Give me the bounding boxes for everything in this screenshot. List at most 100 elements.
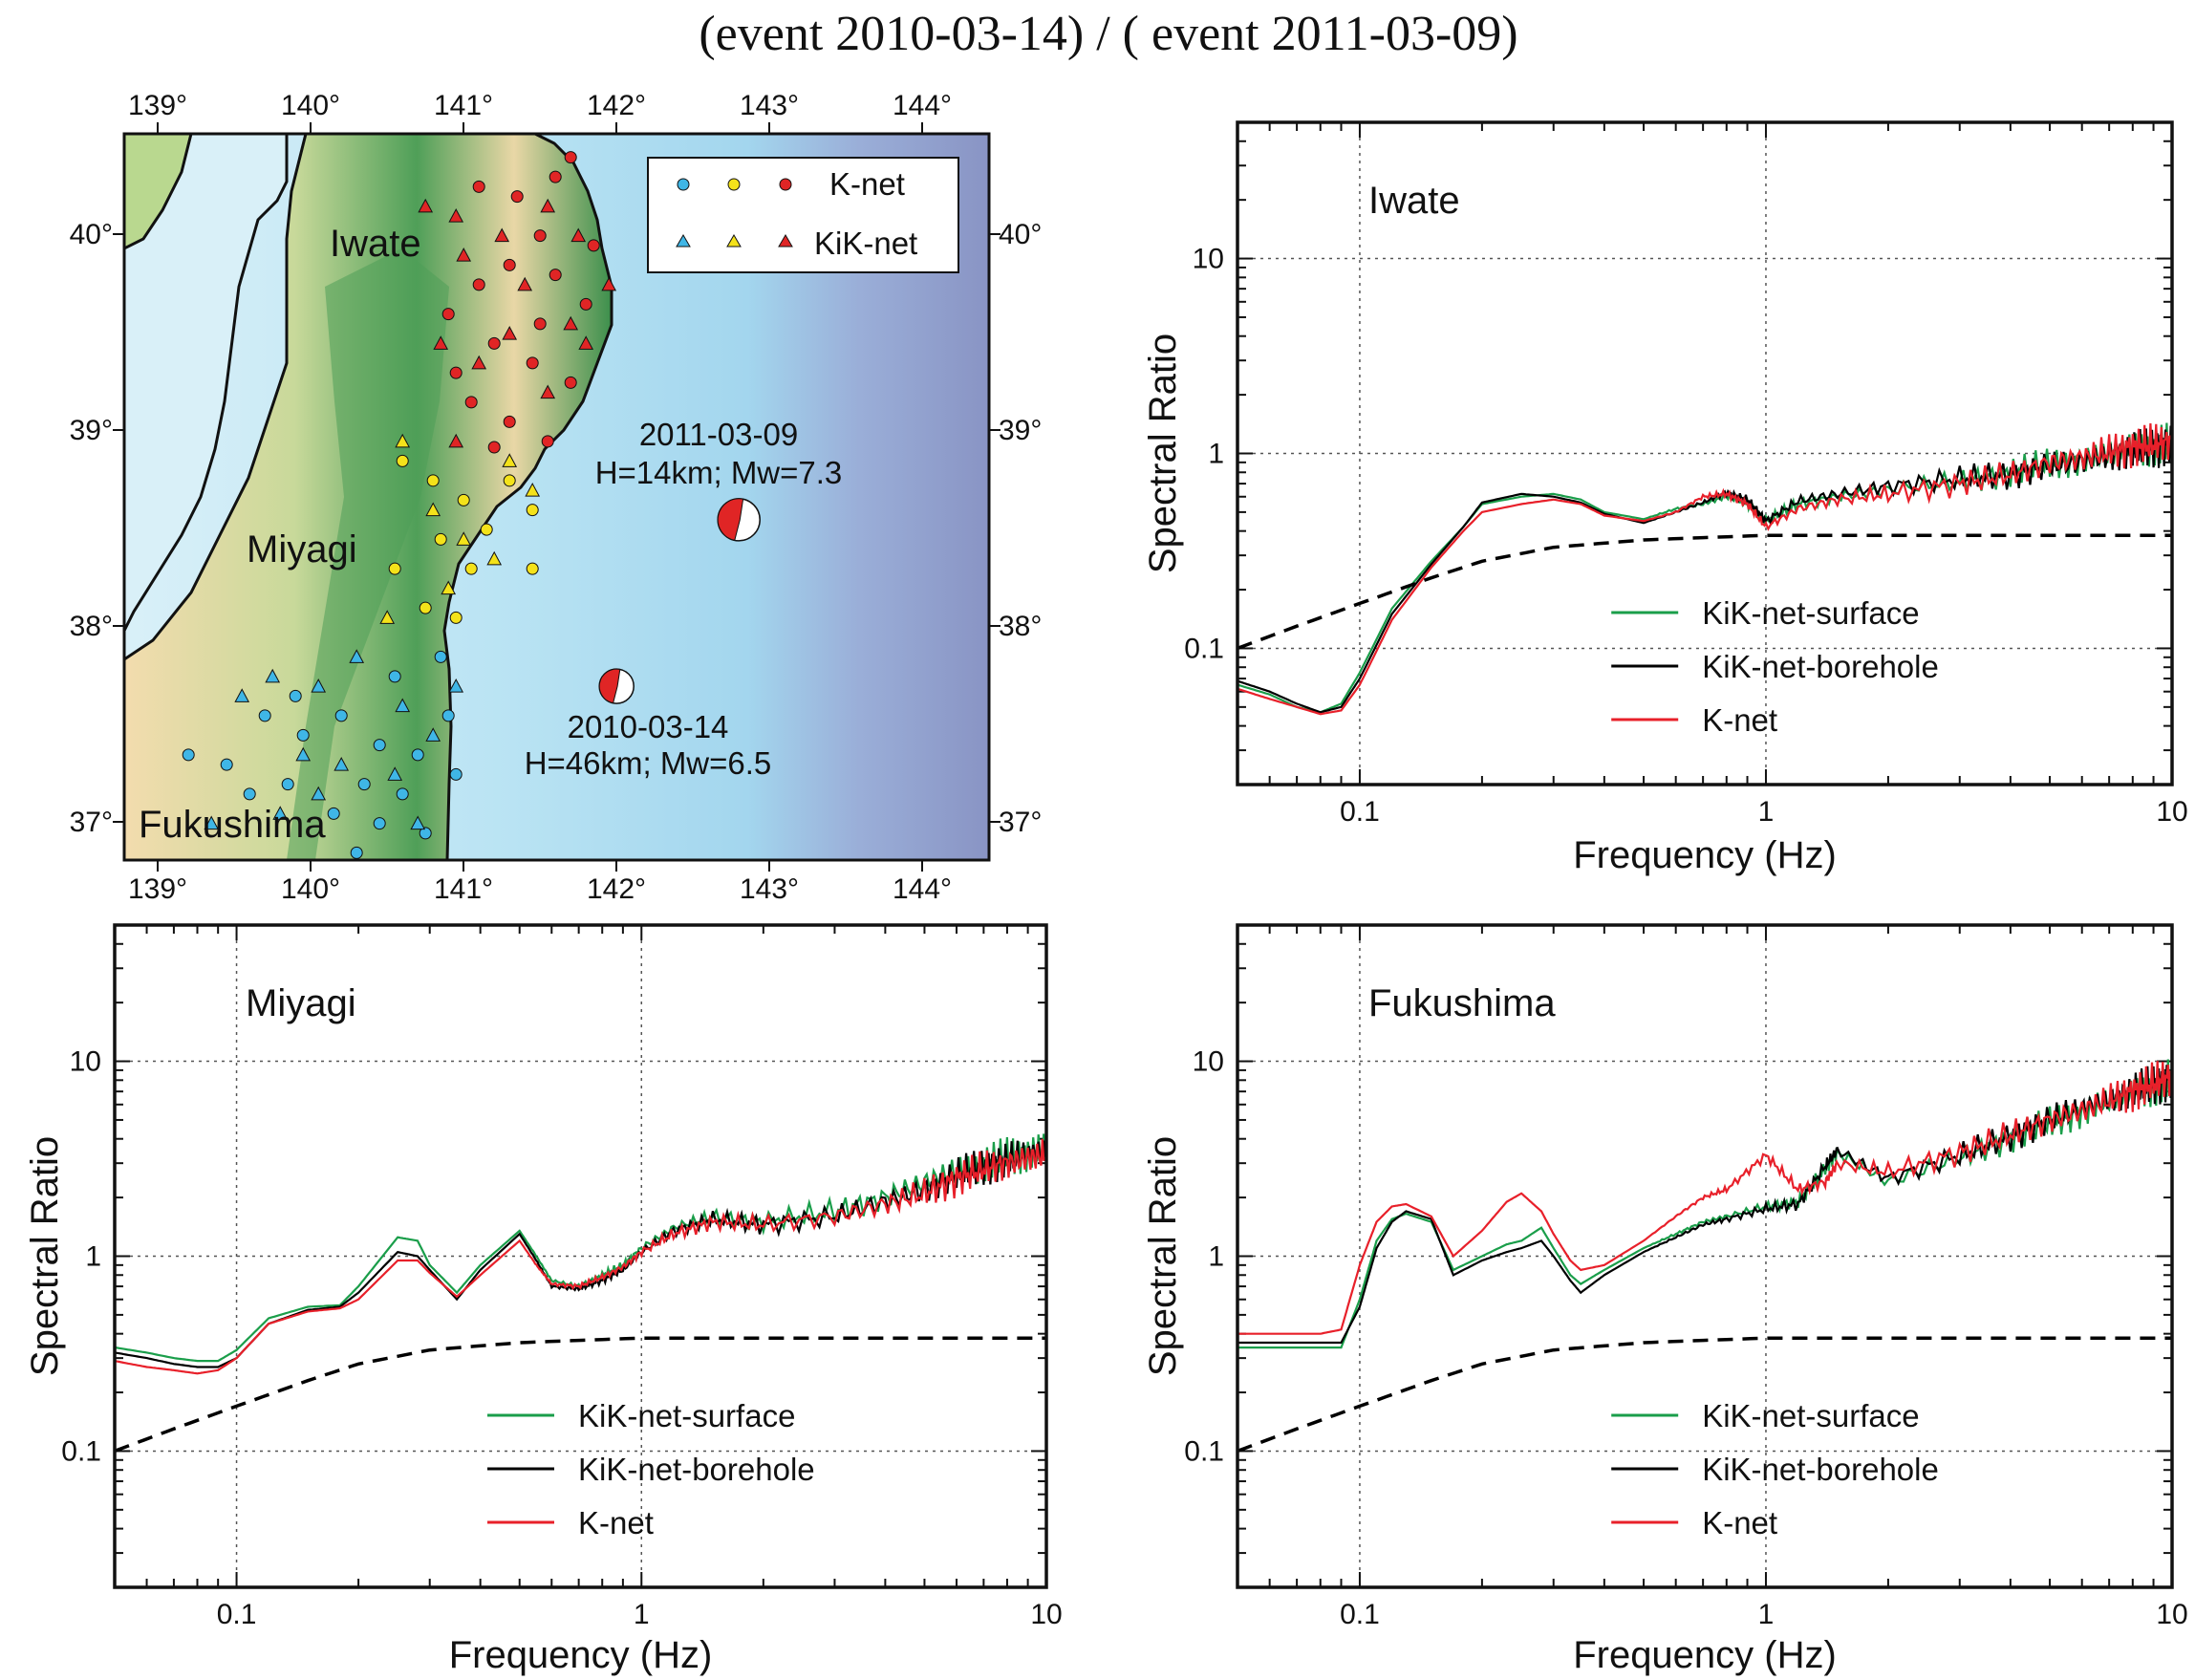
- station-knet-fukushima: [373, 817, 386, 830]
- station-kiknet-miyagi: [379, 610, 396, 624]
- y-tick-label: 10: [1193, 1046, 1224, 1078]
- station-kiknet-iwate: [448, 208, 464, 223]
- station-knet-iwate: [564, 376, 577, 389]
- map-lon-tick: 144°: [893, 873, 952, 905]
- map-lon-tick: 139°: [128, 90, 187, 121]
- beachball-red: [717, 498, 744, 541]
- reference-curve: [1237, 533, 2172, 651]
- station-knet-iwate: [533, 229, 547, 243]
- station-kiknet-fukushima: [448, 678, 464, 693]
- station-kiknet-miyagi: [525, 483, 541, 497]
- x-tick-label: 10: [1030, 1599, 1062, 1630]
- station-knet-miyagi: [503, 474, 516, 487]
- series-line-kik-net-surface: [1237, 422, 2172, 714]
- station-knet-fukushima: [296, 728, 310, 742]
- chart-fukushima: 0.1 1 10 0.1 1 10 Frequency (Hz) Spectral Ratio…: [1142, 923, 2188, 1676]
- station-kiknet-iwate: [578, 335, 594, 350]
- map-event-2-params: H=46km; Mw=6.5: [525, 745, 772, 781]
- station-knet-fukushima: [258, 709, 271, 722]
- station-knet-miyagi: [449, 611, 463, 624]
- map-legend-kiknet: KiK-net: [814, 226, 917, 261]
- map-region-miyagi: Miyagi: [247, 528, 357, 571]
- station-knet-iwate: [549, 170, 562, 183]
- region-label: Iwate: [1368, 180, 1460, 222]
- station-kiknet-miyagi: [456, 531, 472, 546]
- y-tick-label: 0.1: [1184, 633, 1224, 664]
- map-event-1-params: H=14km; Mw=7.3: [595, 455, 843, 490]
- station-knet-fukushima: [434, 650, 447, 663]
- plot-frame: [113, 923, 1048, 1589]
- station-knet-miyagi: [480, 523, 493, 536]
- station-knet-fukushima: [243, 787, 256, 801]
- map-lon-tick: 141°: [434, 90, 493, 121]
- map-lon-tick: 142°: [587, 873, 646, 905]
- series-line-k-net: [1237, 1061, 2172, 1335]
- station-knet-miyagi: [526, 562, 539, 575]
- station-knet-iwate: [587, 239, 600, 252]
- station-kiknet-fukushima: [387, 766, 403, 781]
- map-lat-tick: 39°: [999, 415, 1042, 446]
- station-knet-iwate: [487, 336, 501, 350]
- station-knet-miyagi: [526, 504, 539, 517]
- station-knet-iwate: [441, 308, 455, 321]
- series-group: [1237, 1059, 2172, 1454]
- map-stations: [182, 151, 617, 859]
- station-knet-iwate: [472, 278, 485, 291]
- x-tick-label: 10: [2156, 796, 2187, 828]
- map-lon-tick: 139°: [128, 873, 187, 905]
- station-kiknet-miyagi: [502, 453, 518, 467]
- x-tick-label: 0.1: [217, 1599, 257, 1630]
- station-knet-iwate: [533, 317, 547, 331]
- station-kiknet-fukushima: [349, 649, 365, 663]
- x-tick-label: 1: [1758, 796, 1775, 828]
- map-region-fukushima: Fukushima: [139, 804, 326, 846]
- reference-curve: [115, 1336, 1046, 1454]
- map-legend-box: [647, 157, 959, 273]
- map-lat-labels-right: 40° 39° 38° 37°: [999, 219, 1042, 838]
- series-line-kik-net-surface: [1237, 1059, 2172, 1349]
- map-legend: K-net KiK-net: [647, 157, 959, 273]
- station-knet-iwate: [526, 356, 539, 370]
- station-knet-miyagi: [396, 454, 409, 467]
- station-kiknet-iwate: [502, 326, 518, 340]
- legend-triangle-blue: [676, 234, 691, 248]
- station-kiknet-iwate: [540, 384, 556, 399]
- y-tick-label: 10: [1193, 244, 1224, 275]
- chart-iwate: 0.1 1 10 0.1 1 10 Frequency (Hz) Spectral Ratio…: [1142, 120, 2188, 876]
- map-lon-tick: 141°: [434, 873, 493, 905]
- y-tick-label: 10: [70, 1046, 101, 1078]
- series-line-kik-net-borehole: [1237, 1065, 2172, 1345]
- reference-curve: [1237, 1336, 2172, 1454]
- station-kiknet-iwate: [494, 227, 510, 243]
- x-axis-label: Frequency (Hz): [1573, 834, 1837, 876]
- station-kiknet-fukushima: [311, 678, 327, 693]
- legend-circle-red: [779, 178, 792, 191]
- map-lat-tick: 37°: [70, 807, 113, 838]
- station-knet-miyagi: [419, 601, 432, 614]
- legend-circle-blue: [677, 178, 690, 191]
- station-kiknet-miyagi: [441, 580, 457, 595]
- map-land-north: [124, 134, 193, 250]
- station-kiknet-miyagi: [425, 502, 441, 517]
- station-knet-fukushima: [327, 807, 340, 820]
- station-kiknet-iwate: [418, 198, 434, 213]
- x-axis-label: Frequency (Hz): [1573, 1634, 1837, 1676]
- station-kiknet-fukushima: [234, 688, 250, 702]
- legend-circle-yellow: [727, 178, 741, 191]
- map-lat-tick: 40°: [70, 219, 113, 250]
- map-event-1-date: 2011-03-09: [639, 417, 798, 452]
- beachball-red: [598, 668, 621, 704]
- station-kiknet-fukushima: [410, 815, 426, 830]
- station-knet-fukushima: [388, 670, 401, 683]
- station-kiknet-iwate: [601, 276, 617, 291]
- legend-label: KiK-net-borehole: [1702, 649, 1939, 684]
- station-kiknet-fukushima: [395, 698, 411, 713]
- legend-label: K-net: [1702, 702, 1777, 738]
- map-lon-tick: 140°: [281, 873, 340, 905]
- legend-label: KiK-net-surface: [1702, 595, 1919, 631]
- station-kiknet-iwate: [570, 227, 587, 243]
- station-kiknet-iwate: [448, 433, 464, 448]
- map-lon-tick: 142°: [587, 90, 646, 121]
- y-tick-label: 0.1: [1184, 1435, 1224, 1467]
